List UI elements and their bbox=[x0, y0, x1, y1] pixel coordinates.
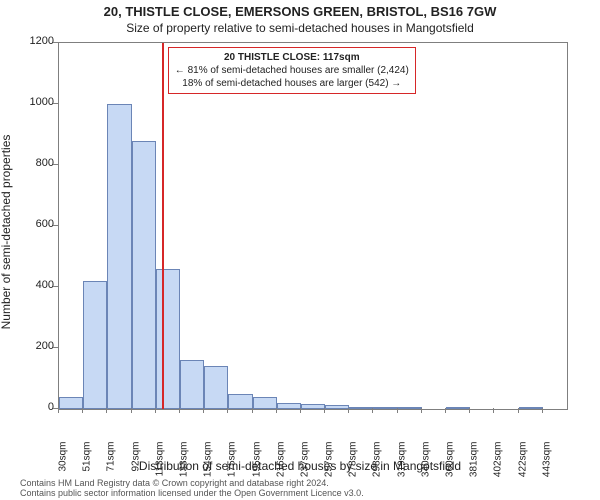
x-tick-mark bbox=[155, 408, 156, 413]
histogram-bar bbox=[301, 404, 325, 409]
y-tick-mark bbox=[53, 225, 58, 226]
callout-title: 20 THISTLE CLOSE: 117sqm bbox=[175, 51, 409, 64]
property-marker-line bbox=[162, 43, 164, 409]
x-tick-mark bbox=[397, 408, 398, 413]
x-tick-mark bbox=[179, 408, 180, 413]
x-tick-mark bbox=[227, 408, 228, 413]
y-tick-label: 800 bbox=[14, 157, 54, 169]
histogram-bar bbox=[156, 269, 180, 409]
x-axis-label: Distribution of semi-detached houses by … bbox=[0, 459, 600, 473]
histogram-bar bbox=[228, 394, 252, 409]
x-tick-mark bbox=[421, 408, 422, 413]
callout-box: 20 THISTLE CLOSE: 117sqm← 81% of semi-de… bbox=[168, 47, 416, 94]
x-tick-mark bbox=[252, 408, 253, 413]
histogram-bar bbox=[446, 407, 470, 409]
y-tick-label: 1200 bbox=[14, 35, 54, 47]
y-tick-label: 600 bbox=[14, 218, 54, 230]
y-axis-label: Number of semi-detached properties bbox=[0, 135, 13, 330]
x-tick-mark bbox=[542, 408, 543, 413]
y-tick-mark bbox=[53, 164, 58, 165]
histogram-bar bbox=[373, 407, 397, 409]
y-tick-label: 0 bbox=[14, 401, 54, 413]
y-tick-mark bbox=[53, 286, 58, 287]
footer-line-1: Contains HM Land Registry data © Crown c… bbox=[20, 478, 329, 488]
histogram-bar bbox=[325, 405, 349, 409]
x-tick-mark bbox=[82, 408, 83, 413]
histogram-bar bbox=[204, 366, 228, 409]
plot-area: 20 THISTLE CLOSE: 117sqm← 81% of semi-de… bbox=[58, 42, 568, 410]
x-tick-mark bbox=[203, 408, 204, 413]
histogram-bar bbox=[398, 407, 422, 409]
y-tick-label: 200 bbox=[14, 340, 54, 352]
callout-line-larger: 18% of semi-detached houses are larger (… bbox=[175, 77, 409, 90]
y-tick-mark bbox=[53, 347, 58, 348]
x-tick-mark bbox=[469, 408, 470, 413]
x-tick-mark bbox=[300, 408, 301, 413]
callout-line-smaller: ← 81% of semi-detached houses are smalle… bbox=[175, 64, 409, 77]
histogram-bar bbox=[132, 141, 156, 409]
chart-title: 20, THISTLE CLOSE, EMERSONS GREEN, BRIST… bbox=[0, 0, 600, 19]
x-tick-mark bbox=[348, 408, 349, 413]
x-tick-mark bbox=[445, 408, 446, 413]
x-tick-mark bbox=[106, 408, 107, 413]
histogram-bar bbox=[59, 397, 83, 409]
y-tick-label: 1000 bbox=[14, 96, 54, 108]
x-tick-mark bbox=[493, 408, 494, 413]
footer-line-2: Contains public sector information licen… bbox=[20, 488, 364, 498]
chart-container: 20, THISTLE CLOSE, EMERSONS GREEN, BRIST… bbox=[0, 0, 600, 500]
x-tick-mark bbox=[518, 408, 519, 413]
y-tick-mark bbox=[53, 103, 58, 104]
histogram-bar bbox=[253, 397, 277, 409]
x-tick-mark bbox=[372, 408, 373, 413]
x-tick-mark bbox=[58, 408, 59, 413]
chart-subtitle: Size of property relative to semi-detach… bbox=[0, 19, 600, 35]
histogram-bar bbox=[349, 407, 373, 409]
x-tick-mark bbox=[324, 408, 325, 413]
x-tick-mark bbox=[131, 408, 132, 413]
x-tick-mark bbox=[276, 408, 277, 413]
y-tick-label: 400 bbox=[14, 279, 54, 291]
histogram-bar bbox=[83, 281, 107, 409]
histogram-bar bbox=[180, 360, 204, 409]
histogram-bar bbox=[277, 403, 301, 409]
y-tick-mark bbox=[53, 42, 58, 43]
histogram-bar bbox=[519, 407, 543, 409]
histogram-bar bbox=[107, 104, 131, 409]
